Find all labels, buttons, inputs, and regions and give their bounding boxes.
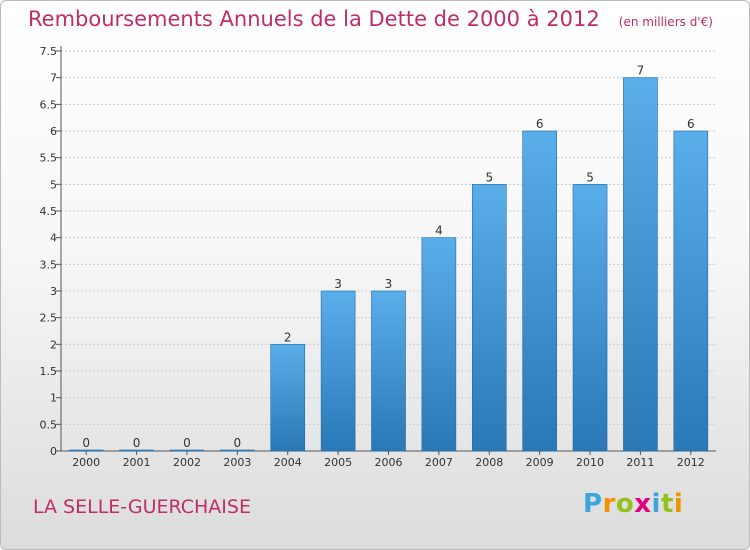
y-tick-label: 7 [50, 72, 57, 85]
bar-value-label: 5 [485, 170, 493, 184]
bar-value-label: 6 [536, 117, 544, 131]
x-tick-label: 2005 [324, 456, 352, 469]
bar [220, 449, 255, 452]
bar [169, 449, 205, 452]
x-tick-label: 2009 [526, 456, 554, 469]
y-tick-label: 1.5 [40, 365, 58, 378]
x-tick-label: 2007 [425, 456, 453, 469]
bar [471, 184, 507, 452]
x-tick-label: 2004 [274, 456, 302, 469]
logo-letter: t [660, 489, 674, 519]
y-tick-label: 0 [50, 445, 57, 458]
y-tick-label: 3 [50, 285, 57, 298]
x-tick-label: 2002 [173, 456, 201, 469]
bar-value-label: 3 [334, 277, 342, 291]
bar [320, 290, 356, 452]
y-tick-label: 4 [50, 232, 57, 245]
bar-value-label: 5 [586, 170, 594, 184]
bar [673, 130, 709, 452]
x-tick-label: 2000 [72, 456, 100, 469]
y-tick-label: 5.5 [40, 152, 58, 165]
bar [371, 290, 406, 452]
x-tick-label: 2008 [475, 456, 503, 469]
x-tick-label: 2001 [123, 456, 151, 469]
y-tick-label: 6 [50, 125, 57, 138]
bar-value-label: 0 [234, 436, 242, 450]
y-tick-label: 5 [50, 178, 57, 191]
y-tick-label: 2.5 [40, 312, 58, 325]
bar [119, 449, 154, 452]
y-tick-label: 6.5 [40, 98, 58, 111]
y-tick-label: 7.5 [40, 45, 58, 58]
bar-value-label: 7 [637, 64, 645, 78]
y-tick-label: 0.5 [40, 418, 58, 431]
y-tick-label: 3.5 [40, 258, 58, 271]
bar-value-label: 0 [82, 436, 90, 450]
x-tick-label: 2006 [375, 456, 403, 469]
x-tick-label: 2003 [223, 456, 251, 469]
bar [623, 77, 658, 452]
bar-value-label: 2 [284, 330, 292, 344]
bar [522, 130, 557, 452]
bar [270, 344, 306, 452]
logo-letter: o [615, 489, 635, 519]
bar-value-label: 0 [183, 436, 191, 450]
chart-title: Remboursements Annuels de la Dette de 20… [28, 7, 600, 31]
label-layer: 0 0 0 0 2 3 3 4 5 6 5 7 6 [82, 64, 694, 450]
y-tick-label: 1 [50, 392, 57, 405]
proxiti-logo[interactable]: Proxiti [583, 489, 683, 519]
bar [421, 237, 457, 452]
bar-value-label: 4 [435, 224, 443, 238]
x-tick-label: 2010 [576, 456, 604, 469]
logo-letter: i [651, 489, 661, 519]
y-tick-label: 4.5 [40, 205, 58, 218]
title-row: Remboursements Annuels de la Dette de 20… [28, 7, 713, 31]
logo-letter: r [602, 489, 616, 519]
bar-value-label: 3 [385, 277, 393, 291]
bar-value-label: 6 [687, 117, 695, 131]
logo-letter: P [583, 489, 603, 519]
logo-letter: x [634, 489, 652, 519]
chart-unit: (en milliers d'€) [618, 15, 713, 29]
bar-value-label: 0 [133, 436, 141, 450]
y-tick-label: 2 [50, 338, 57, 351]
logo-letter: i [673, 489, 684, 519]
x-tick-label: 2012 [677, 456, 705, 469]
commune-name: LA SELLE-GUERCHAISE [33, 496, 251, 518]
x-tick-label: 2011 [626, 456, 654, 469]
bar [68, 449, 104, 452]
bar-layer [68, 77, 709, 452]
bar [572, 184, 608, 452]
